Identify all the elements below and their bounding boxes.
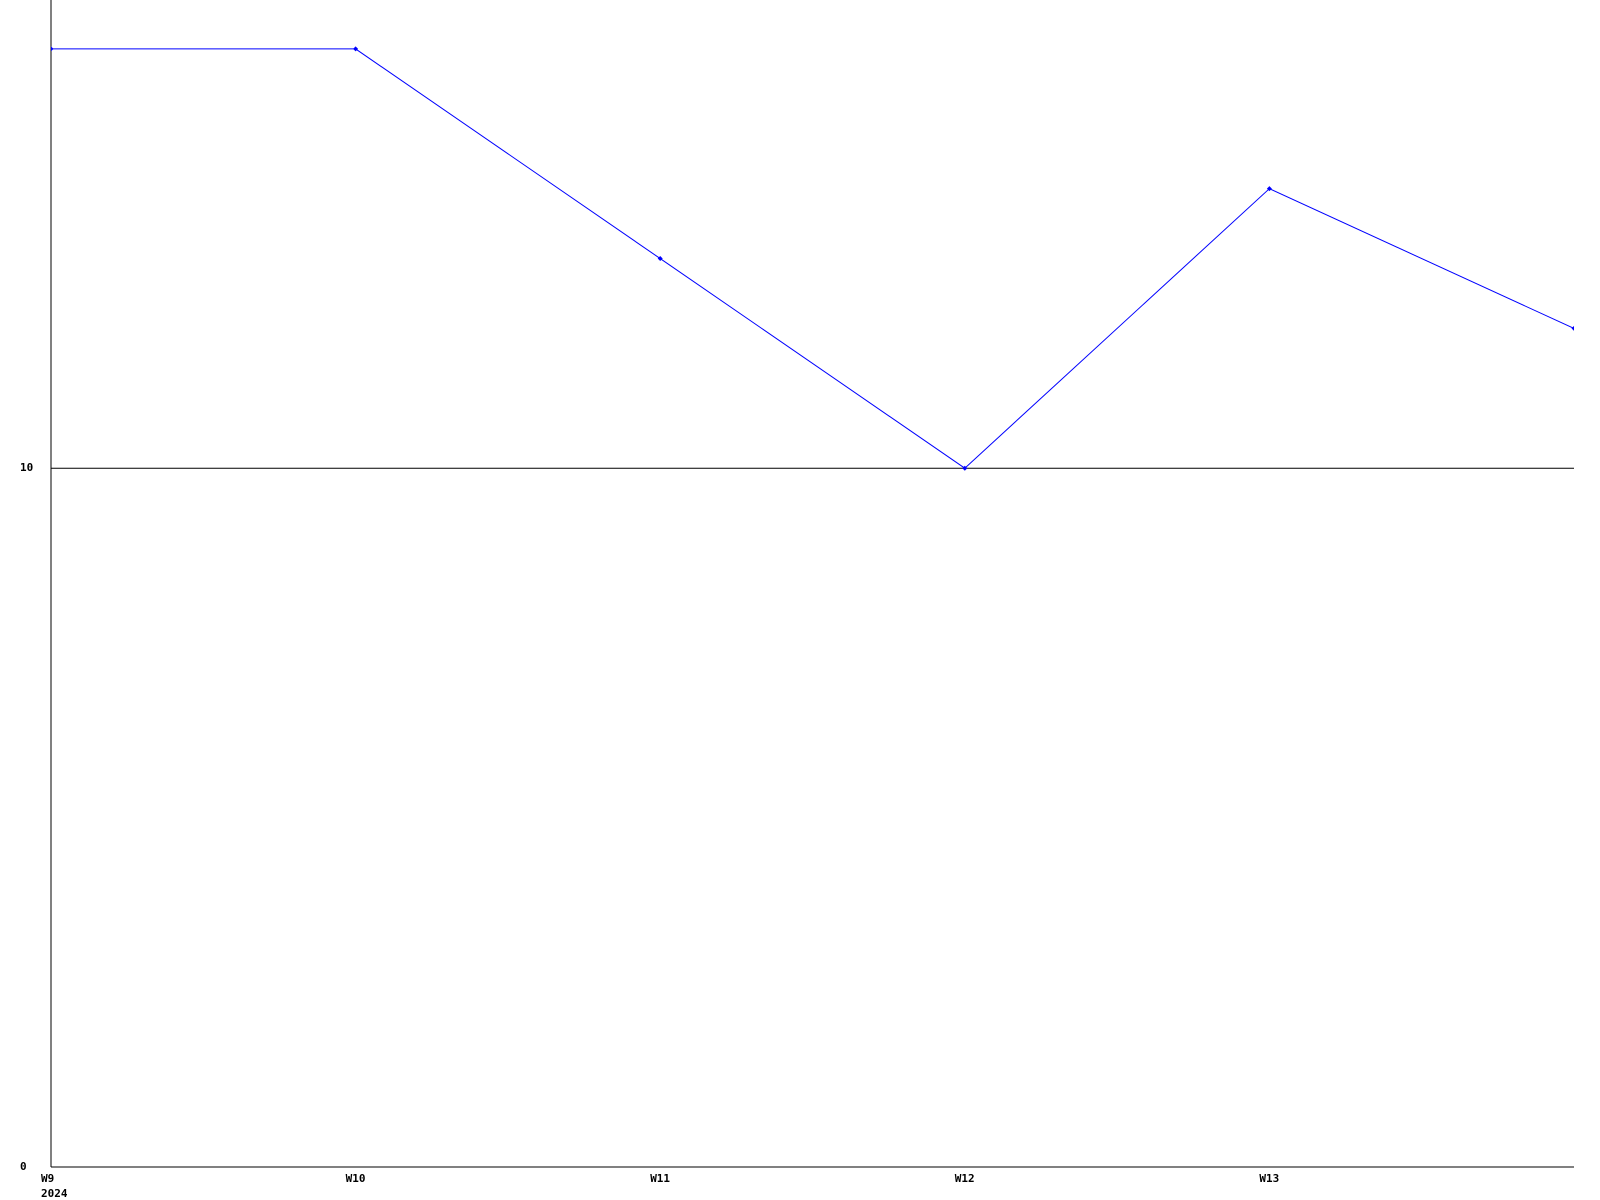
point-marker xyxy=(1571,325,1574,331)
point-marker xyxy=(657,256,663,262)
x-tick-label: W9 xyxy=(41,1172,54,1185)
x-tick-label: W13 xyxy=(1259,1172,1279,1185)
x-sublabel: 2024 xyxy=(41,1187,68,1200)
x-tick-label: W12 xyxy=(955,1172,975,1185)
point-marker xyxy=(962,465,968,471)
point-marker xyxy=(1266,186,1272,192)
plot-area xyxy=(51,46,1574,471)
x-tick-label: W11 xyxy=(650,1172,670,1185)
line xyxy=(51,48,1574,469)
point-marker xyxy=(353,46,359,52)
y-tick-label: 10 xyxy=(20,461,33,474)
point-marker xyxy=(51,46,54,52)
x-tick-label: W10 xyxy=(346,1172,366,1185)
y-tick-label: 0 xyxy=(20,1160,27,1173)
